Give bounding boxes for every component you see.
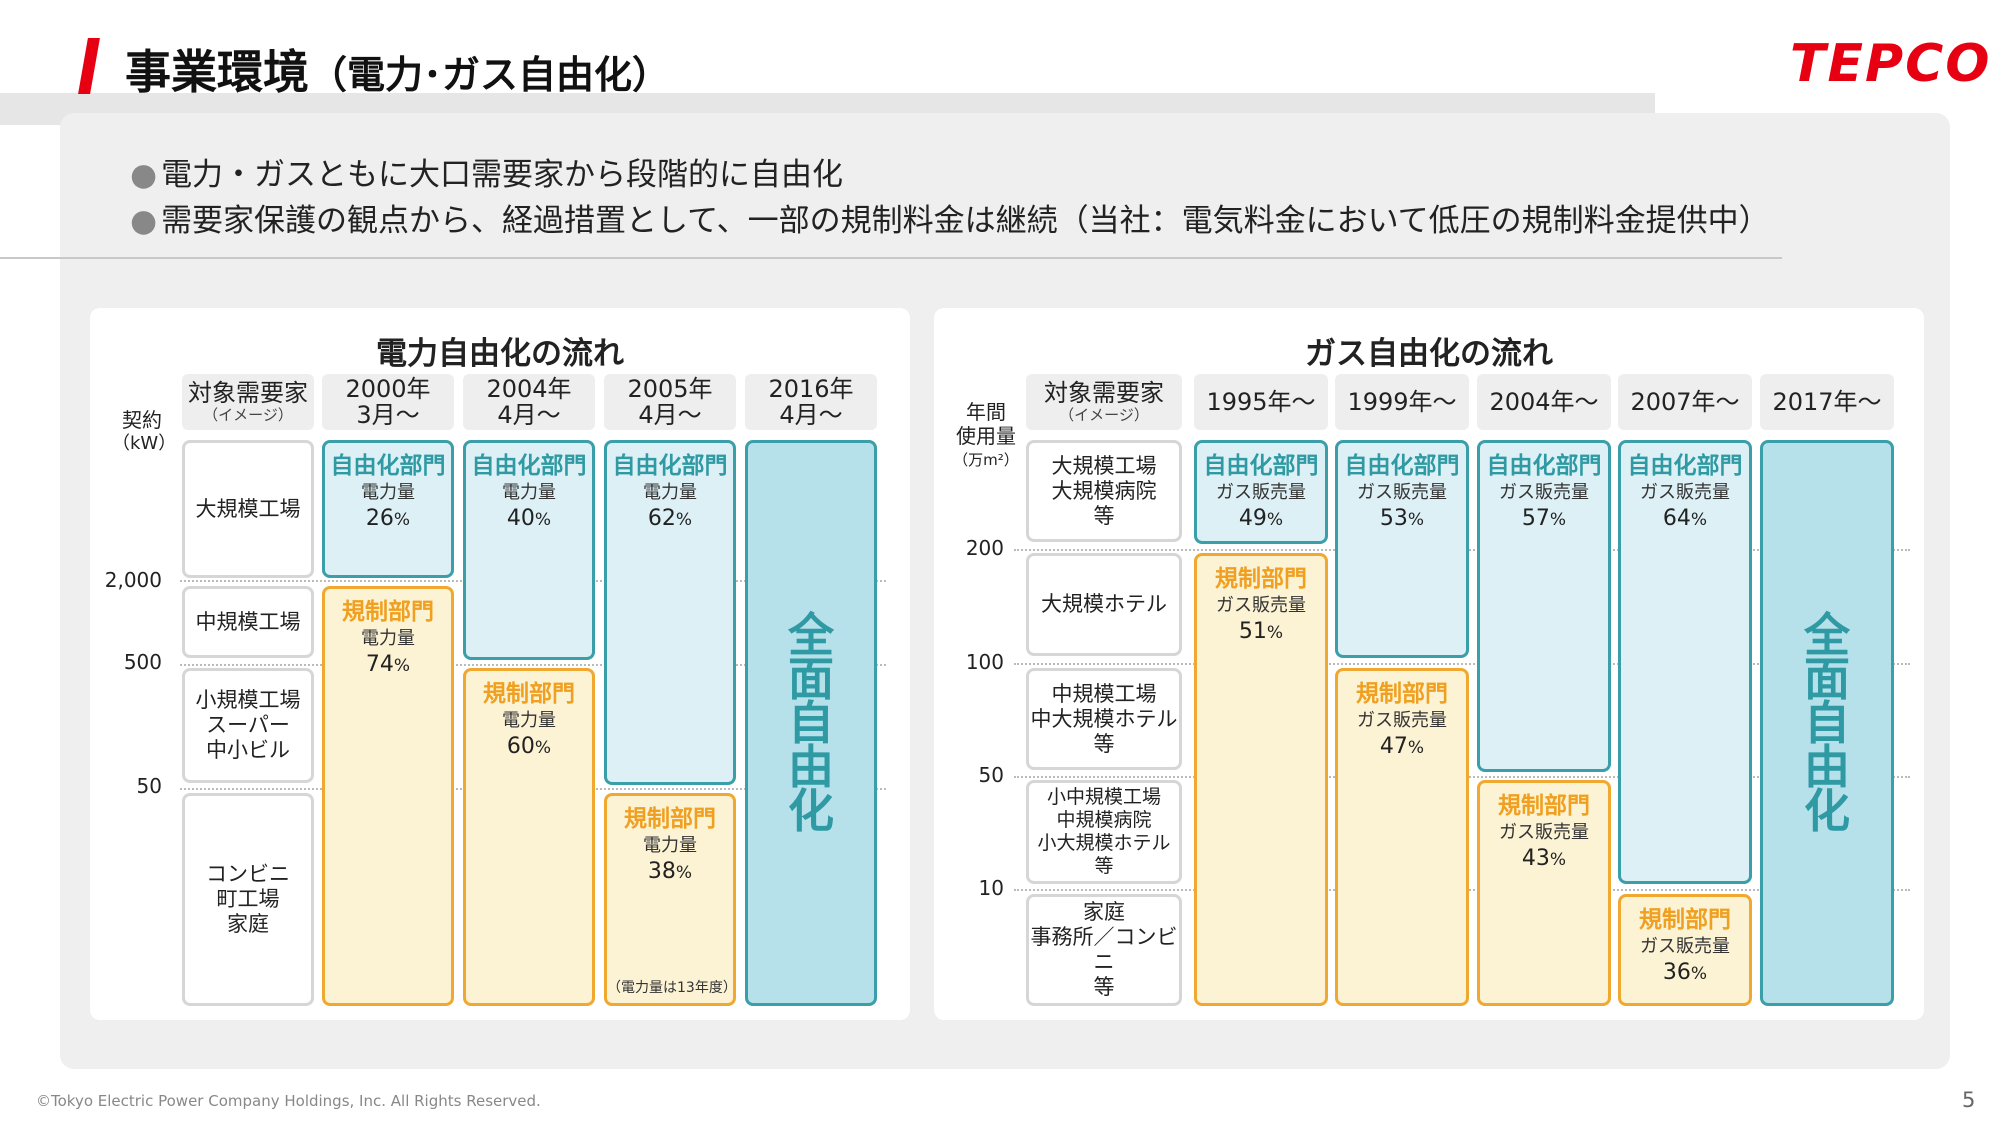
bullet-item: ● 需要家保護の観点から、経過措置として、一部の規制料金は継続（当社：電気料金にお…	[130, 203, 1770, 239]
gas-target-header: 対象需要家 （イメージ）	[1026, 374, 1182, 430]
power-tick: 50	[136, 774, 162, 798]
power-2000-regulated: 規制部門 電力量 74%	[322, 586, 454, 1006]
power-year-header: 2005年 4月～	[604, 374, 736, 430]
gas-row-household: 家庭 事務所／コンビニ 等	[1026, 894, 1182, 1006]
tepco-logo: TEPCO	[1790, 34, 1992, 94]
gas-2004-liberalized: 自由化部門 ガス販売量 57%	[1477, 440, 1611, 772]
power-axis-title: 契約 （kW）	[112, 408, 177, 454]
power-2005-liberalized: 自由化部門 電力量 62%	[604, 440, 736, 785]
gas-2004-regulated: 規制部門 ガス販売量 43%	[1477, 780, 1611, 1006]
power-gridline	[180, 664, 886, 666]
bullet-dot-icon: ●	[130, 203, 158, 239]
power-row-large-factory: 大規模工場	[182, 440, 314, 578]
gas-card-title: ガス自由化の流れ	[1305, 336, 1553, 372]
power-tick: 2,000	[104, 568, 162, 592]
gas-tick: 50	[978, 763, 1004, 787]
page-number: 5	[1962, 1088, 1976, 1112]
gas-2007-regulated: 規制部門 ガス販売量 36%	[1618, 894, 1752, 1006]
gas-1995-regulated: 規制部門 ガス販売量 51%	[1194, 553, 1328, 1006]
title-accent-bar	[78, 38, 100, 94]
gas-tick: 100	[965, 650, 1004, 674]
bullet-dot-icon: ●	[130, 157, 158, 193]
power-liberalization-card: 電力自由化の流れ 契約 （kW） 2,000 500 50 対象需要家 （イメー…	[90, 308, 910, 1020]
power-note: （電力量は13年度）	[607, 980, 737, 996]
gas-year-header: 1995年～	[1194, 374, 1328, 430]
power-row-mid-factory: 中規模工場	[182, 586, 314, 658]
power-2004-liberalized: 自由化部門 電力量 40%	[463, 440, 595, 660]
power-2016-full-liberalization: 全面自由化	[745, 440, 877, 1006]
copyright: ©Tokyo Electric Power Company Holdings, …	[36, 1092, 541, 1110]
bullet-item: ● 電力・ガスともに大口需要家から段階的に自由化	[130, 157, 844, 193]
gas-liberalization-card: ガス自由化の流れ 年間 使用量 （万m²） 200 100 50 10 対象需要…	[934, 308, 1924, 1020]
gas-row-large-factory: 大規模工場 大規模病院 等	[1026, 440, 1182, 542]
gas-row-mid-factory: 中規模工場 中大規模ホテル 等	[1026, 668, 1182, 770]
power-row-household: コンビニ 町工場 家庭	[182, 793, 314, 1006]
power-year-header: 2000年 3月～	[322, 374, 454, 430]
gas-gridline	[1014, 663, 1910, 665]
gas-row-large-hotel: 大規模ホテル	[1026, 553, 1182, 656]
power-row-small-factory: 小規模工場 スーパー 中小ビル	[182, 668, 314, 783]
gas-axis-title: 年間 使用量 （万m²）	[953, 400, 1019, 469]
gas-year-header: 2007年～	[1618, 374, 1752, 430]
divider	[0, 257, 1782, 259]
power-year-header: 2016年 4月～	[745, 374, 877, 430]
page-title: 事業環境（電力･ガス自由化）	[125, 45, 671, 99]
bullet-list: ● 電力・ガスともに大口需要家から段階的に自由化 ● 需要家保護の観点から、経過措置…	[130, 152, 1770, 244]
power-2004-regulated: 規制部門 電力量 60%	[463, 668, 595, 1006]
gas-row-small-factory: 小中規模工場 中規模病院 小大規模ホテル 等	[1026, 780, 1182, 884]
gas-tick: 200	[965, 536, 1004, 560]
gas-2017-full-liberalization: 全面自由化	[1760, 440, 1894, 1006]
gas-tick: 10	[978, 876, 1004, 900]
gas-1995-liberalized: 自由化部門 ガス販売量 49%	[1194, 440, 1328, 544]
power-2005-regulated: 規制部門 電力量 38% （電力量は13年度）	[604, 793, 737, 1006]
gas-year-header: 2017年～	[1760, 374, 1894, 430]
power-tick: 500	[123, 650, 162, 674]
power-2000-liberalized: 自由化部門 電力量 26%	[322, 440, 454, 578]
power-card-title: 電力自由化の流れ	[376, 336, 624, 372]
gas-1999-regulated: 規制部門 ガス販売量 47%	[1335, 668, 1469, 1006]
gas-year-header: 1999年～	[1335, 374, 1469, 430]
gas-1999-liberalized: 自由化部門 ガス販売量 53%	[1335, 440, 1469, 658]
power-target-header: 対象需要家 （イメージ）	[182, 374, 314, 430]
gas-year-header: 2004年～	[1477, 374, 1611, 430]
gas-2007-liberalized: 自由化部門 ガス販売量 64%	[1618, 440, 1752, 884]
power-year-header: 2004年 4月～	[463, 374, 595, 430]
